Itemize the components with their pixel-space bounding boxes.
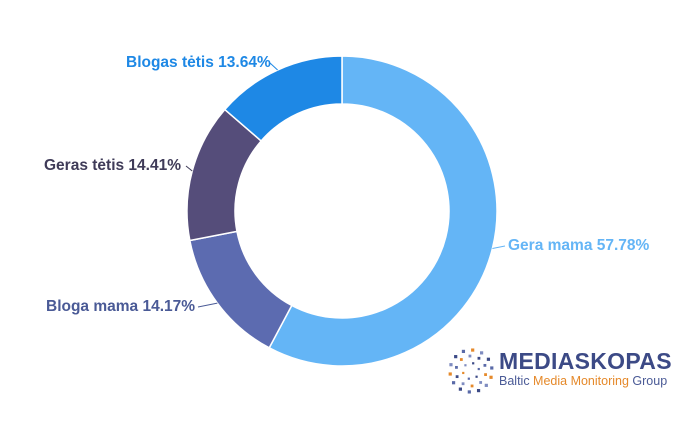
logo-dot <box>489 375 493 379</box>
label-blogas-tetis: Blogas tėtis 13.64% <box>126 54 271 71</box>
logo-dot <box>470 384 474 388</box>
logo-dot <box>455 365 458 369</box>
logo-dot <box>476 388 481 393</box>
leader-line-bloga-mama <box>197 302 218 308</box>
logo-dot <box>467 377 470 380</box>
logo-dot <box>458 387 462 391</box>
tagline-highlight: Media Monitoring <box>533 374 629 388</box>
logo-dot <box>490 366 494 370</box>
mediaskopas-logo: MEDIASKOPAS Baltic Media Monitoring Grou… <box>447 347 672 395</box>
leader-line-gera-mama <box>492 245 506 249</box>
slice-bloga-mama <box>188 230 293 349</box>
logo-dot <box>448 372 452 376</box>
label-gera-mama: Gera mama 57.78% <box>508 237 650 254</box>
label-bloga-mama: Bloga mama 14.17% <box>46 298 195 315</box>
logo-dot <box>454 355 458 359</box>
logo-dot <box>477 367 480 371</box>
brand-name: MEDIASKOPAS <box>499 348 672 374</box>
logo-dot <box>449 363 453 367</box>
brand-tagline: Baltic Media Monitoring Group <box>499 374 667 388</box>
logo-dot <box>477 356 481 360</box>
logo-dot <box>479 381 483 384</box>
label-geras-tetis: Geras tėtis 14.41% <box>44 157 181 174</box>
leader-line-geras-tetis <box>185 165 193 172</box>
slice-labels: Gera mama 57.78% Bloga mama 14.17% Geras t… <box>44 54 650 315</box>
logo-dot <box>459 358 463 361</box>
tagline-pre: Baltic <box>499 374 534 388</box>
logo-dot <box>486 357 491 361</box>
logo-dot <box>461 349 466 354</box>
logo-dot <box>468 354 472 358</box>
logo-dot <box>451 381 456 385</box>
logo-dot <box>483 363 487 367</box>
slice-blogas-tetis <box>223 55 343 143</box>
tagline-post: Group <box>628 374 668 388</box>
label-leader-lines <box>185 62 506 308</box>
logo-dot <box>475 375 478 378</box>
logo-dot <box>462 371 465 375</box>
brand-mark-icon <box>448 348 494 394</box>
donut-slices <box>186 55 498 367</box>
leader-line-blogas-tetis <box>269 62 278 71</box>
logo-dot <box>472 362 475 365</box>
logo-dot <box>480 351 484 355</box>
logo-dot <box>484 373 487 377</box>
logo-dot <box>461 382 465 386</box>
logo-dot <box>467 390 471 394</box>
logo-dot <box>464 364 467 367</box>
logo-dot <box>484 383 488 387</box>
logo-dot <box>455 375 459 379</box>
slice-gera-mama <box>268 55 498 367</box>
logo-dot <box>471 348 475 352</box>
